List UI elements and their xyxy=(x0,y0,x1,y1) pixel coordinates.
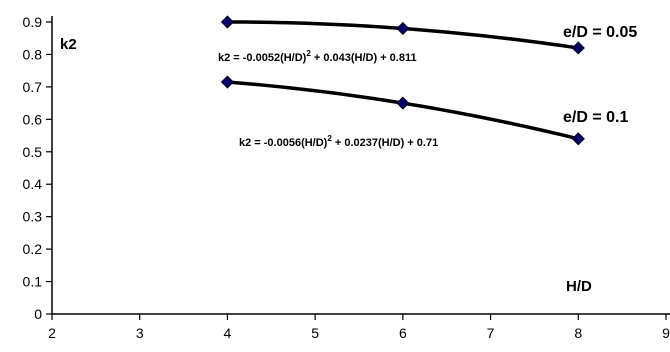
y-tick-label: 0.5 xyxy=(23,144,43,160)
x-tick-label: 7 xyxy=(487,325,495,341)
x-tick-label: 8 xyxy=(574,325,582,341)
series-1 xyxy=(220,15,585,55)
x-axis-title: H/D xyxy=(566,278,592,295)
series-layer xyxy=(220,15,585,146)
data-point-marker xyxy=(396,96,410,110)
trendline-equation-ed-005: k2 = -0.0052(H/D)2 + 0.043(H/D) + 0.811 xyxy=(218,49,417,64)
data-point-marker xyxy=(220,15,234,29)
axes: 0 0.1 0.2 0.3 0.4 0.5 0.6 0.7 0.8 0.9 2 3 4 5 6 7 8 9 xyxy=(23,14,670,341)
x-tick-label: 4 xyxy=(224,325,232,341)
equation-exponent: 2 xyxy=(327,134,332,143)
y-tick-label: 0.6 xyxy=(23,111,43,127)
y-axis-title: k2 xyxy=(60,36,77,53)
y-tick-label: 0.8 xyxy=(23,46,43,62)
equation-prefix: k2 = -0.0052(H/D) xyxy=(218,52,307,64)
y-tick-label: 0.7 xyxy=(23,79,43,95)
equation-suffix: + 0.0237(H/D) + 0.71 xyxy=(332,137,438,149)
series-label-ed-01: e/D = 0.1 xyxy=(563,109,628,126)
y-tick-label: 0.1 xyxy=(23,274,43,290)
y-tick-label: 0.4 xyxy=(23,176,43,192)
series-line xyxy=(225,80,581,141)
equation-prefix: k2 = -0.0056(H/D) xyxy=(239,137,328,149)
y-tick-label: 0 xyxy=(34,306,42,322)
data-point-marker xyxy=(571,41,585,55)
x-tick-label: 2 xyxy=(48,325,56,341)
y-tick-label: 0.2 xyxy=(23,241,43,257)
series-label-ed-005: e/D = 0.05 xyxy=(563,24,637,41)
y-tick-label: 0.9 xyxy=(23,14,43,30)
x-tick-label: 3 xyxy=(136,325,144,341)
series-2 xyxy=(220,75,585,146)
y-tick-label: 0.3 xyxy=(23,209,43,225)
trendline-equation-ed-01: k2 = -0.0056(H/D)2 + 0.0237(H/D) + 0.71 xyxy=(239,134,438,149)
data-point-marker xyxy=(396,21,410,36)
x-tick-label: 9 xyxy=(662,325,670,341)
equation-exponent: 2 xyxy=(306,49,311,58)
x-tick-label: 6 xyxy=(399,325,407,341)
x-tick-label: 5 xyxy=(311,325,319,341)
data-point-marker xyxy=(571,132,585,146)
equation-suffix: + 0.043(H/D) + 0.811 xyxy=(311,52,417,64)
data-point-marker xyxy=(220,75,234,89)
